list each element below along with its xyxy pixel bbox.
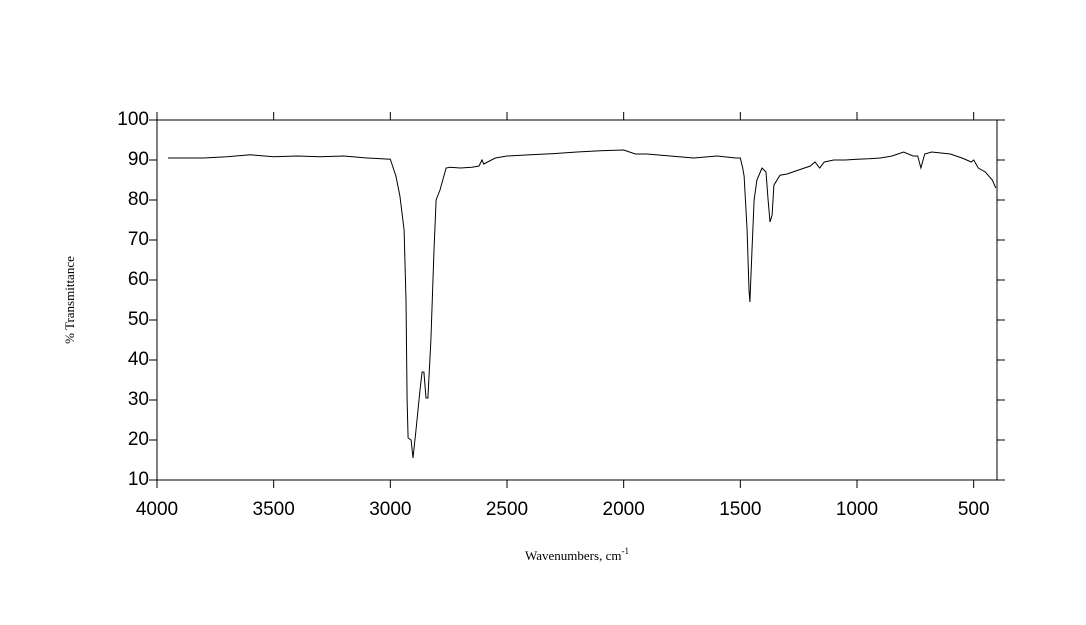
y-tick-label: 20 xyxy=(128,429,149,450)
x-tick-label: 2500 xyxy=(486,499,528,520)
x-tick-label: 500 xyxy=(958,499,990,520)
spectrum-line xyxy=(168,149,997,459)
y-tick-label: 90 xyxy=(128,149,149,170)
y-tick-label: 80 xyxy=(128,189,149,210)
y-axis-label: % Transmittance xyxy=(62,256,77,344)
y-tick-label: 60 xyxy=(128,269,149,290)
y-tick-label: 70 xyxy=(128,229,149,250)
x-tick-label: 4000 xyxy=(136,499,178,520)
x-tick-label: 3500 xyxy=(253,499,295,520)
y-tick-label: 40 xyxy=(128,349,149,370)
plot-frame xyxy=(156,119,998,481)
y-tick-label: 50 xyxy=(128,309,149,330)
x-label-text: Wavenumbers, cm xyxy=(525,548,621,563)
x-label-sup: -1 xyxy=(621,546,629,556)
x-axis-label: Wavenumbers, cm-1 xyxy=(525,546,629,563)
x-tick-label: 1000 xyxy=(836,499,878,520)
y-tick-label: 100 xyxy=(117,109,149,130)
y-tick-label: 10 xyxy=(128,469,149,490)
x-tick-label: 2000 xyxy=(603,499,645,520)
x-tick-label: 3000 xyxy=(369,499,411,520)
y-tick-label: 30 xyxy=(128,389,149,410)
x-tick-label: 1500 xyxy=(719,499,761,520)
